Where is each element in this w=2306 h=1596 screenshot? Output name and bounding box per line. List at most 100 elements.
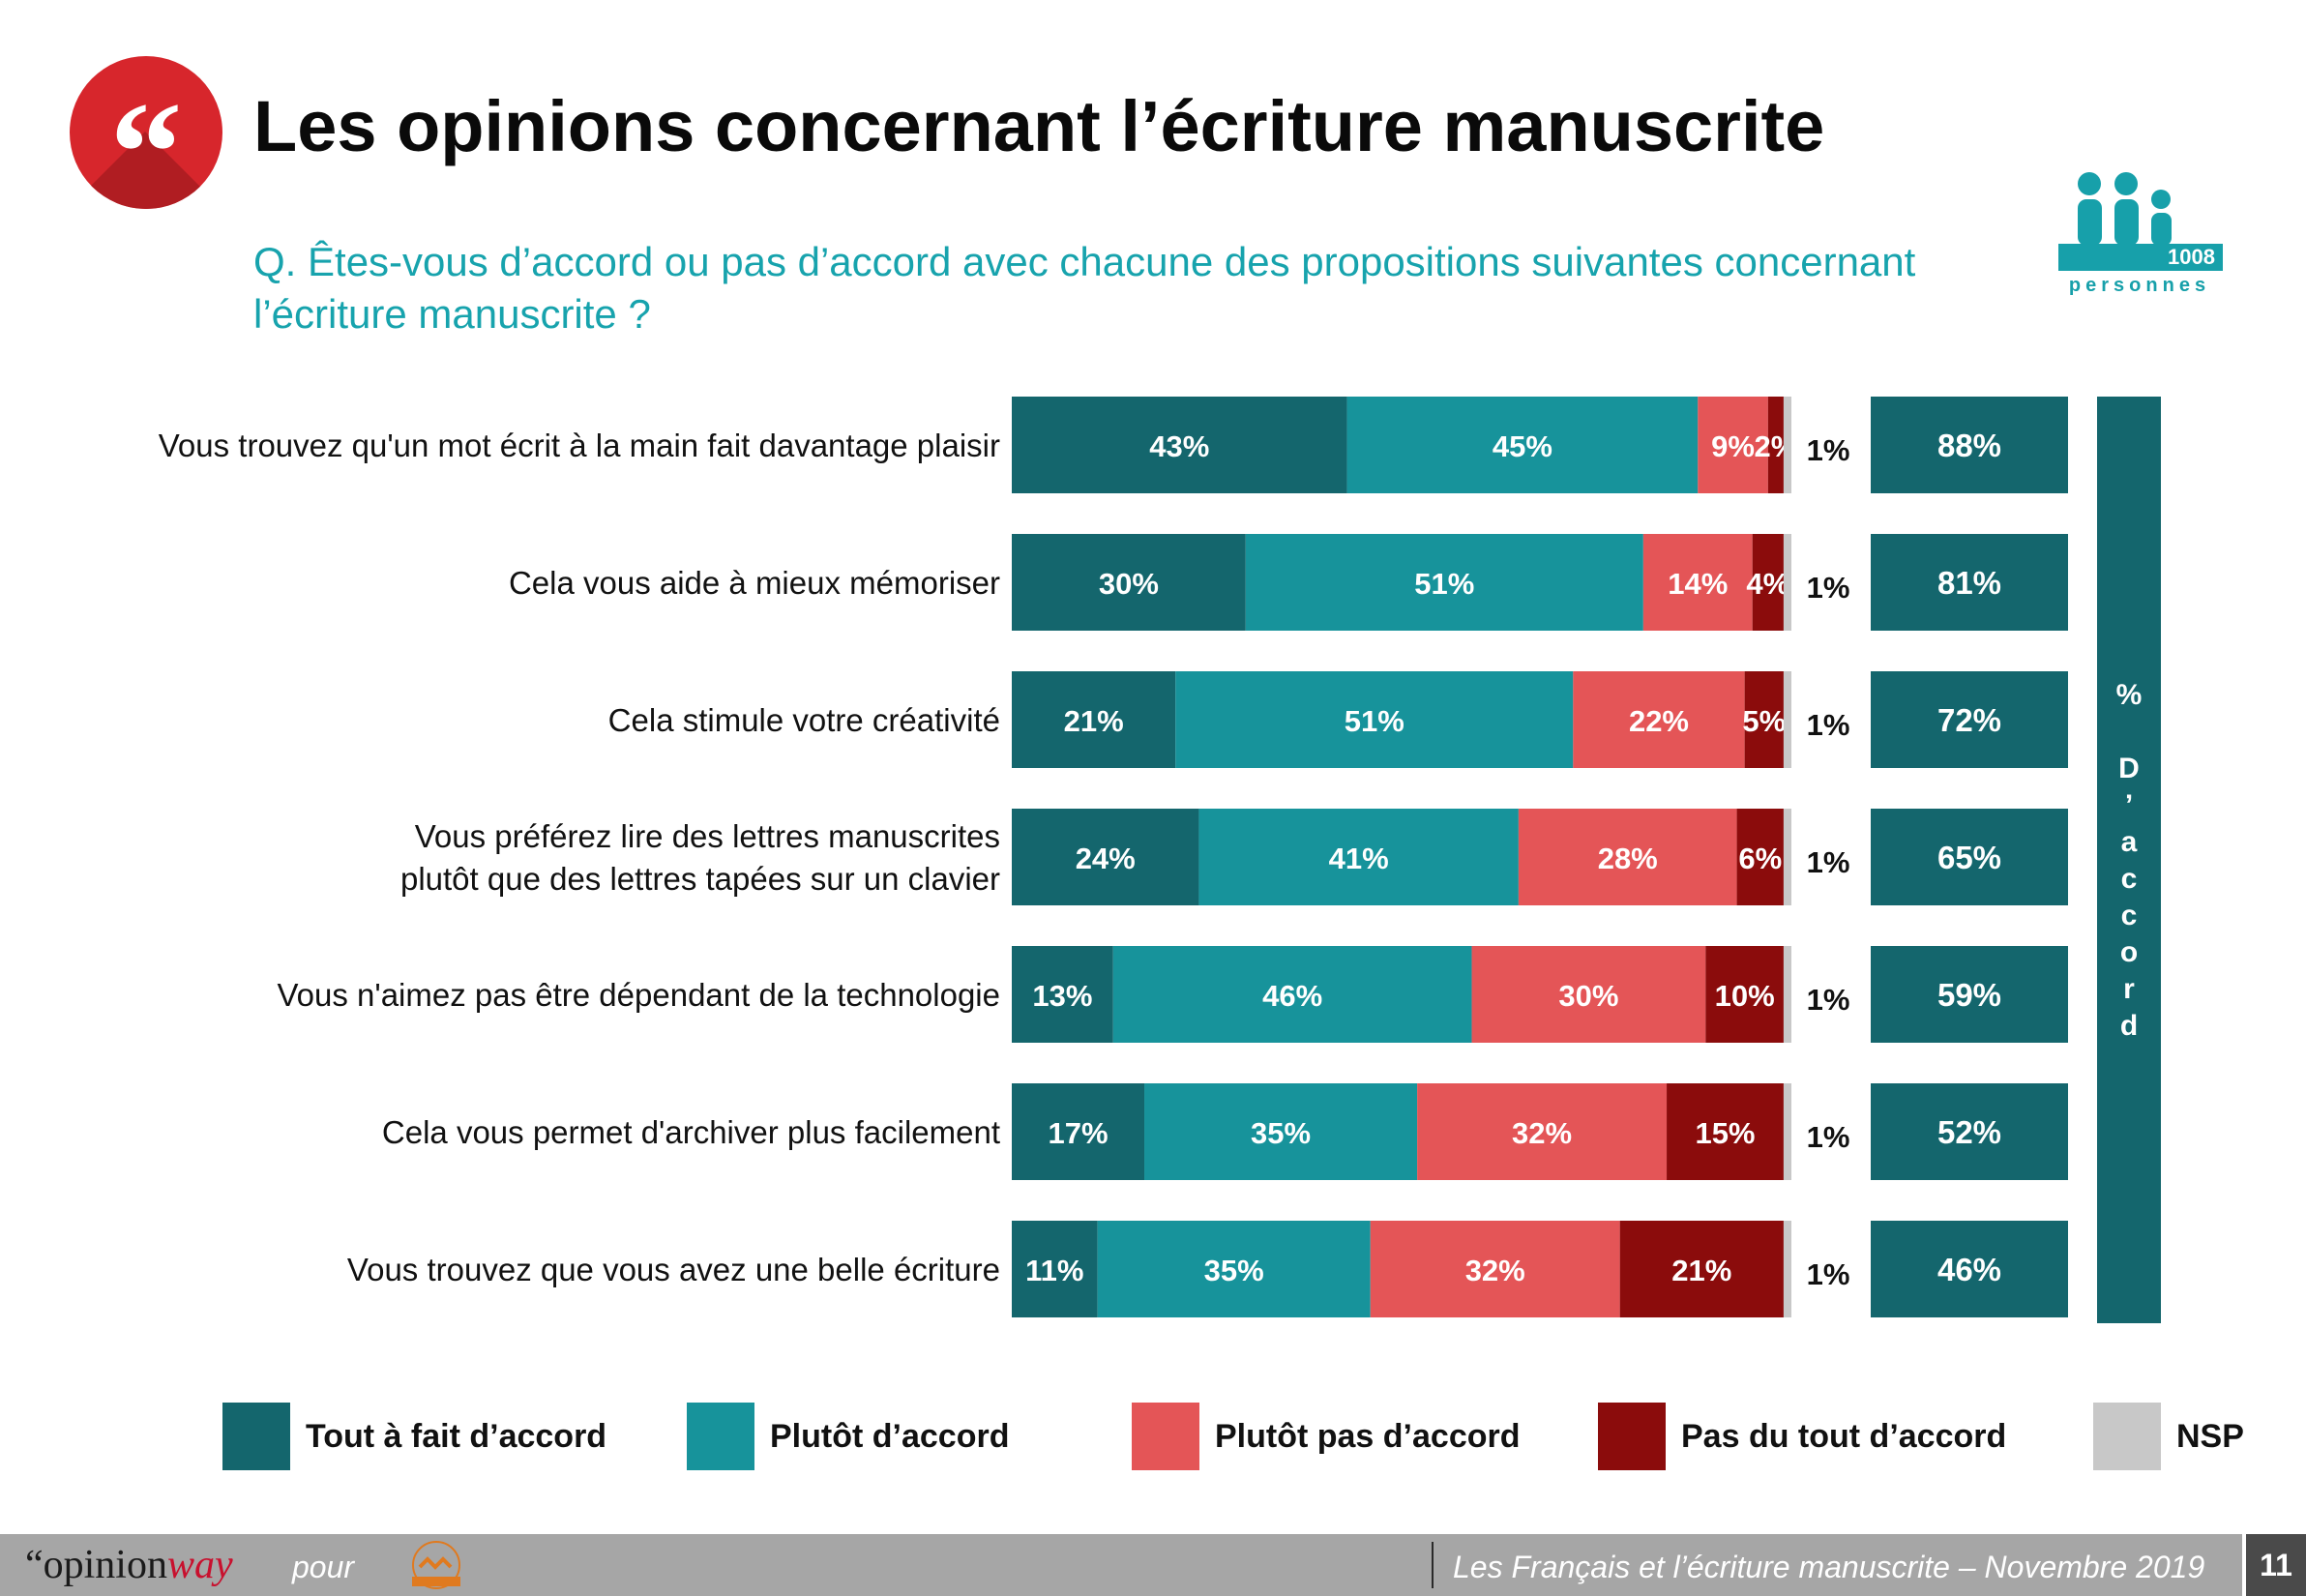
data-label: 24% <box>1076 842 1136 875</box>
stacked-bar-chart: Vous trouvez qu'un mot écrit à la main f… <box>159 397 2068 1317</box>
legend-label: NSP <box>2176 1418 2244 1455</box>
bar-segment <box>1012 671 1176 768</box>
bar-segment <box>1783 809 1791 905</box>
footer-divider <box>1432 1542 1434 1588</box>
accord-total-label: 46% <box>1937 1252 2001 1287</box>
bar-segment <box>1012 1083 1145 1180</box>
legend-label: Pas du tout d’accord <box>1681 1418 2007 1455</box>
accord-title-char: d <box>2119 1010 2139 1042</box>
nsp-label: 1% <box>1807 708 1850 742</box>
accord-total-label: 88% <box>1937 428 2001 463</box>
nsp-label: 1% <box>1807 1257 1850 1291</box>
bar-segment <box>1619 1221 1784 1317</box>
nsp-label: 1% <box>1807 845 1850 879</box>
bar-segment <box>1175 671 1574 768</box>
bar-segment <box>1783 671 1791 768</box>
bar-segment <box>1783 534 1791 631</box>
data-label: 21% <box>1671 1254 1731 1287</box>
legend-swatch <box>687 1403 754 1470</box>
data-label: 11% <box>1025 1254 1083 1287</box>
footer-caption: Les Français et l’écriture manuscrite – … <box>1453 1550 2205 1584</box>
footer-pour: pour <box>292 1550 355 1584</box>
category-label: Cela stimule votre créativité <box>608 702 1000 738</box>
data-label: 6% <box>1738 842 1782 875</box>
legend-label: Tout à fait d’accord <box>306 1418 607 1455</box>
data-label: 15% <box>1695 1116 1755 1150</box>
accord-total-box <box>1871 1221 2068 1317</box>
accord-column-bar <box>2097 397 2161 1323</box>
bar-segment <box>1144 1083 1418 1180</box>
data-label: 17% <box>1048 1116 1108 1150</box>
bar-segment <box>1012 1221 1098 1317</box>
data-label: 10% <box>1715 979 1775 1013</box>
legend-swatch <box>1598 1403 1666 1470</box>
bar-segment <box>1573 671 1745 768</box>
sample-size-badge: 1008 personnes <box>2055 172 2225 304</box>
bar-segment <box>1097 1221 1371 1317</box>
legend-label: Plutôt d’accord <box>770 1418 1010 1455</box>
accord-total-box <box>1871 946 2068 1043</box>
accord-total-box <box>1871 397 2068 493</box>
opinionway-logo: “opinionway <box>25 1542 233 1588</box>
accord-title-char: c <box>2120 900 2138 931</box>
bar-segment <box>1112 946 1472 1043</box>
accord-total-label: 65% <box>1937 840 2001 875</box>
accord-total-label: 81% <box>1937 565 2001 601</box>
page-title: Les opinions concernant l’écriture manus… <box>253 86 1825 166</box>
bar-segment <box>1783 1083 1791 1180</box>
data-label: 4% <box>1746 567 1789 601</box>
bar-segment <box>1370 1221 1620 1317</box>
accord-total-label: 72% <box>1937 702 2001 738</box>
accord-title-char: c <box>2120 863 2138 895</box>
legend-swatch <box>222 1403 290 1470</box>
bar-segment <box>1642 534 1753 631</box>
data-label: 43% <box>1149 429 1209 463</box>
accord-title-char: a <box>2120 826 2138 858</box>
accord-total-label: 52% <box>1937 1114 2001 1150</box>
data-label: 35% <box>1204 1254 1264 1287</box>
category-label: Vous préférez lire des lettres manuscrit… <box>415 818 1000 854</box>
data-label: 13% <box>1032 979 1092 1013</box>
quote-glyph: “ <box>109 73 183 209</box>
data-label: 35% <box>1251 1116 1311 1150</box>
data-label: 51% <box>1414 567 1474 601</box>
accord-title-char: o <box>2119 936 2139 968</box>
bar-segment <box>1245 534 1643 631</box>
nsp-label: 1% <box>1807 1120 1850 1154</box>
accord-total-box <box>1871 1083 2068 1180</box>
accord-total-box <box>1871 671 2068 768</box>
data-label: 22% <box>1629 704 1689 738</box>
sample-count: 1008 <box>2058 244 2223 271</box>
bar-segment <box>1012 946 1113 1043</box>
category-label: Cela vous permet d'archiver plus facilem… <box>382 1114 1000 1150</box>
brand-suffix: way <box>166 1543 233 1587</box>
quote-logo: “ <box>70 56 222 209</box>
bar-segment <box>1736 809 1784 905</box>
accord-total-box <box>1871 534 2068 631</box>
bar-segment <box>1012 397 1347 493</box>
bar-segment <box>1783 946 1791 1043</box>
category-label: Vous trouvez qu'un mot écrit à la main f… <box>159 428 1000 463</box>
category-label: Cela vous aide à mieux mémoriser <box>509 565 1000 601</box>
nsp-label: 1% <box>1807 433 1850 467</box>
data-label: 9% <box>1711 429 1755 463</box>
bar-segment <box>1752 534 1784 631</box>
bar-segment <box>1012 809 1199 905</box>
bar-segment <box>1698 397 1768 493</box>
data-label: 45% <box>1493 429 1552 463</box>
partner-logo <box>412 1541 460 1589</box>
category-label: plutôt que des lettres tapées sur un cla… <box>400 861 1000 897</box>
category-label: Vous trouvez que vous avez une belle écr… <box>347 1252 1000 1287</box>
category-label: Vous n'aimez pas être dépendant de la te… <box>277 977 1000 1013</box>
bar-segment <box>1471 946 1706 1043</box>
bar-segment <box>1012 534 1246 631</box>
legend-label: Plutôt pas d’accord <box>1215 1418 1521 1455</box>
accord-title-char: D <box>2118 753 2140 784</box>
data-label: 41% <box>1329 842 1389 875</box>
sample-label: personnes <box>2068 275 2211 296</box>
footer-bar: “opinionway pour Les Français et l’écrit… <box>0 1534 2306 1596</box>
bar-segment <box>1518 809 1737 905</box>
legend-swatch <box>2093 1403 2161 1470</box>
accord-title-char: % <box>2115 679 2143 711</box>
nsp-label: 1% <box>1807 983 1850 1017</box>
